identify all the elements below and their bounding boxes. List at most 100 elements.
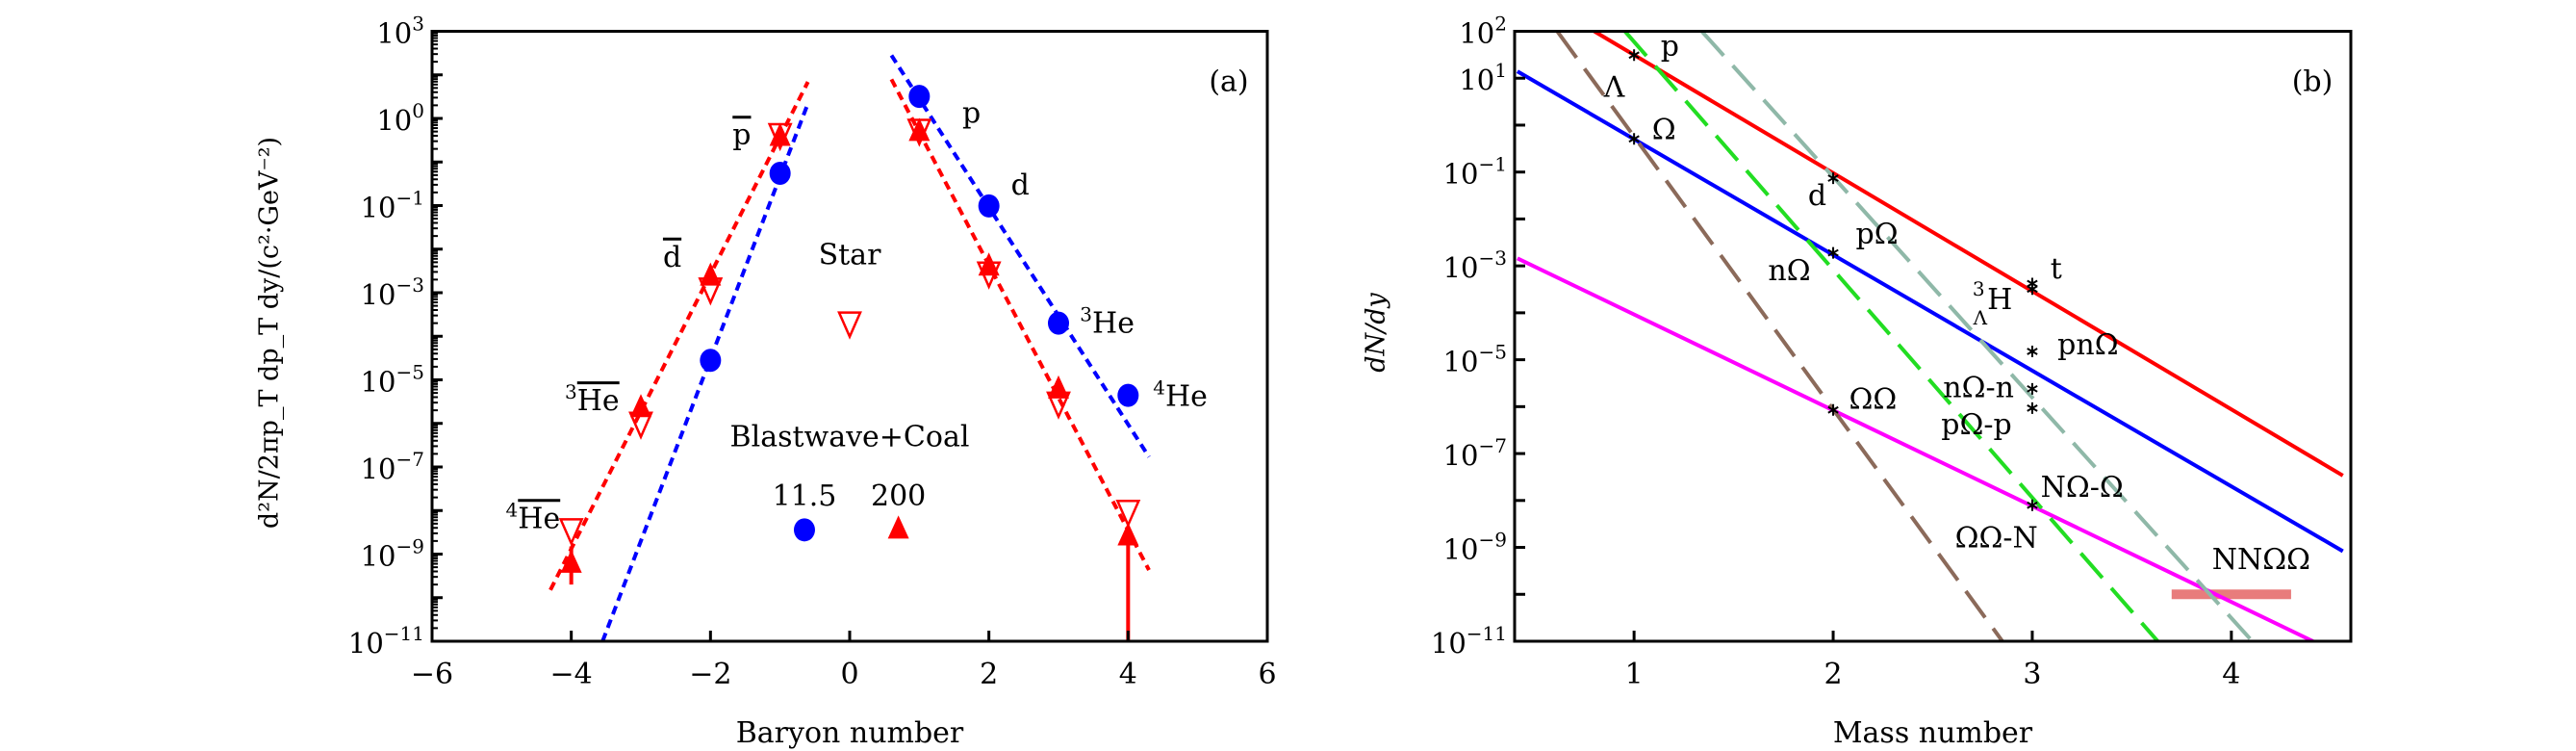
plot-frame <box>430 30 1269 643</box>
y-tick-label: 10−11 <box>348 622 424 660</box>
asterisk-point <box>2027 401 2038 414</box>
y-tick-label: 101 <box>1459 59 1507 96</box>
data-point-triangle-up <box>560 549 582 573</box>
yield-line-solid <box>1516 69 2344 554</box>
data-point-triangle-down-open <box>976 261 1002 290</box>
point-annotation: NΩ-Ω <box>2041 471 2124 505</box>
data-point-circle <box>700 349 722 373</box>
point-annotation: t <box>2051 252 2062 286</box>
point-annotation: ΩΩ <box>1849 383 1898 417</box>
data-point-circle <box>1117 383 1139 407</box>
data-point-triangle-down-open <box>628 411 653 440</box>
x-tick-label: −6 <box>411 658 453 691</box>
y-tick-label: 103 <box>376 13 424 50</box>
y-tick-label: 10−11 <box>1431 622 1507 660</box>
x-tick-label: −4 <box>550 658 593 691</box>
plot-frame <box>1513 30 2353 643</box>
data-point-triangle-up <box>1117 522 1139 546</box>
fit-line <box>889 78 1151 572</box>
asterisk-point <box>2027 346 2038 358</box>
x-tick-label: 1 <box>1625 658 1644 691</box>
legend-marker-circle <box>793 518 815 542</box>
x-tick-label: 3 <box>2023 658 2041 691</box>
y-tick-label: 10−3 <box>1443 246 1507 284</box>
data-point-triangle-down-open <box>837 311 862 340</box>
data-point-circle <box>1048 311 1069 335</box>
data-point-triangle-up <box>769 122 791 146</box>
y-tick-label: 102 <box>1459 13 1507 50</box>
y-tick-label: 10−5 <box>1443 341 1507 378</box>
data-point-circle <box>908 85 931 109</box>
x-tick-label: 0 <box>840 658 858 691</box>
point-annotation: 3 ΛH <box>1973 277 2013 329</box>
x-tick-label: −2 <box>689 658 731 691</box>
nnomegaomega-band <box>2171 589 2291 600</box>
asterisk-point <box>2027 499 2038 511</box>
data-point-triangle-down-open <box>1046 391 1071 420</box>
y-tick-label: 10−1 <box>361 187 424 224</box>
asterisk-point <box>1827 403 1839 416</box>
point-annotation: Λ <box>1603 71 1625 105</box>
y-tick-label: 10−9 <box>1443 529 1507 566</box>
panel-label: (b) <box>2292 65 2334 99</box>
asterisk-point <box>1827 246 1839 259</box>
legend-title: Blastwave+Coal <box>730 420 970 453</box>
point-annotation: p <box>732 118 751 152</box>
legend-label-11-5: 11.5 <box>773 479 837 513</box>
y-axis-label-b: dN/dy <box>1361 293 1391 373</box>
fit-line <box>548 81 810 591</box>
x-tick-label: 6 <box>1258 658 1276 691</box>
yield-line-solid <box>1593 31 2344 478</box>
y-axis-label-a: d²N/2πp_T dp_T dy/(c²·GeV⁻²) <box>254 136 285 530</box>
yield-line-dashed <box>1623 31 2159 641</box>
point-annotation: pnΩ <box>2057 328 2118 362</box>
asterisk-point <box>1827 172 1839 185</box>
data-point-triangle-up <box>630 394 651 418</box>
point-annotation: nΩ <box>1768 254 1810 288</box>
data-point-triangle-up <box>700 262 722 286</box>
data-point-triangle-down-open <box>906 118 932 147</box>
point-annotation: p <box>1661 30 1679 64</box>
y-tick-label: 10−7 <box>1443 434 1507 472</box>
y-tick-label: 10−5 <box>361 361 424 399</box>
legend-marker-triangle <box>887 515 909 539</box>
asterisk-point <box>2027 382 2038 395</box>
point-annotation: Ω <box>1652 114 1676 147</box>
yield-line-dashed <box>1555 31 2004 641</box>
data-point-circle <box>769 161 791 185</box>
data-point-triangle-down-open <box>1115 500 1141 529</box>
plot-area <box>548 54 1151 641</box>
panel-b <box>1513 30 2353 643</box>
fit-line <box>889 54 1151 458</box>
x-tick-label: 4 <box>2222 658 2240 691</box>
point-annotation: 3He <box>565 380 620 418</box>
y-tick-label: 10−7 <box>361 448 424 485</box>
panel-label: (a) <box>1209 65 1248 99</box>
point-annotation: d <box>1011 168 1030 202</box>
asterisk-point <box>1628 49 1640 62</box>
plot-area <box>1516 31 2344 641</box>
point-annotation: ΩΩ-N <box>1955 522 2038 556</box>
legend-label-200: 200 <box>871 479 926 513</box>
x-tick-label: 2 <box>980 658 998 691</box>
asterisk-point <box>2027 283 2038 296</box>
x-tick-label: 2 <box>1824 658 1843 691</box>
data-point-circle <box>978 194 1000 218</box>
point-annotation: d <box>663 241 681 274</box>
panel-a <box>430 30 1269 643</box>
point-annotation: nΩ-n <box>1943 371 2014 404</box>
y-tick-label: 10−1 <box>1443 153 1507 191</box>
y-tick-label: 10−3 <box>361 273 424 311</box>
point-annotation: Star <box>819 238 881 272</box>
yield-line-solid <box>1517 256 2314 641</box>
data-point-triangle-down-open <box>698 277 724 306</box>
point-annotation: pΩ <box>1856 218 1899 251</box>
point-annotation: p <box>962 96 981 130</box>
x-axis-label: Baryon number <box>736 716 964 750</box>
x-axis-label: Mass number <box>1833 716 2033 750</box>
point-annotation: pΩ-p <box>1941 408 2011 442</box>
data-point-triangle-down-open <box>558 518 584 547</box>
data-point-triangle-up <box>1048 375 1069 399</box>
data-point-triangle-up <box>978 252 1000 276</box>
